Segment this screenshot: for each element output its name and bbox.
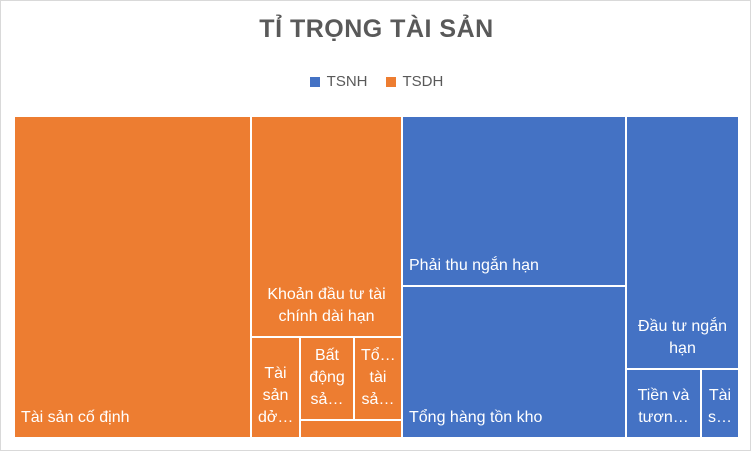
treemap-tile-bat-dong-san[interactable]: Bất động sả… xyxy=(299,336,355,421)
tile-label: Tiền và tươn… xyxy=(637,387,690,426)
legend-label-tsdh: TSDH xyxy=(402,73,444,90)
tile-label: Phải thu ngắn hạn xyxy=(409,257,539,274)
tile-label: Đầu tư ngắn hạn xyxy=(638,318,727,357)
legend: TSNH TSDH xyxy=(1,73,751,90)
treemap-tile-tien-va-tuong-duong[interactable]: Tiền và tươn… xyxy=(625,368,702,439)
treemap-tile-to-tai-san[interactable]: Tổ… tài sả… xyxy=(353,336,403,421)
treemap-tile-tsdh-other[interactable] xyxy=(299,419,403,439)
tile-label: Tài s… xyxy=(708,387,732,426)
legend-item-tsdh: TSDH xyxy=(385,73,444,90)
legend-label-tsnh: TSNH xyxy=(326,73,368,90)
tile-label: Tài sản dở… xyxy=(258,365,294,426)
tile-label: Tổng hàng tồn kho xyxy=(409,409,543,426)
tile-label: Tài sản cố định xyxy=(21,409,130,426)
treemap-tile-tai-san-co-dinh[interactable]: Tài sản cố định xyxy=(13,115,252,439)
treemap-tile-tong-hang-ton-kho[interactable]: Tổng hàng tồn kho xyxy=(401,285,627,439)
treemap-tile-dau-tu-tai-chinh-dai-han[interactable]: Khoản đầu tư tài chính dài hạn xyxy=(250,115,403,338)
legend-swatch-tsnh xyxy=(309,76,320,87)
legend-item-tsnh: TSNH xyxy=(309,73,368,90)
treemap-tile-dau-tu-ngan-han[interactable]: Đầu tư ngắn hạn xyxy=(625,115,740,370)
tile-label: Tổ… tài sả… xyxy=(361,347,396,408)
treemap-tile-phai-thu-ngan-han[interactable]: Phải thu ngắn hạn xyxy=(401,115,627,287)
treemap-tile-tai-san-do[interactable]: Tài sản dở… xyxy=(250,336,301,439)
tile-label: Khoản đầu tư tài chính dài hạn xyxy=(267,286,386,325)
legend-swatch-tsdh xyxy=(385,76,396,87)
chart-title: TỈ TRỌNG TÀI SẢN xyxy=(259,15,494,43)
treemap-tile-tai-san-ngan-han-khac[interactable]: Tài s… xyxy=(700,368,740,439)
tile-label: Bất động sả… xyxy=(309,347,345,408)
